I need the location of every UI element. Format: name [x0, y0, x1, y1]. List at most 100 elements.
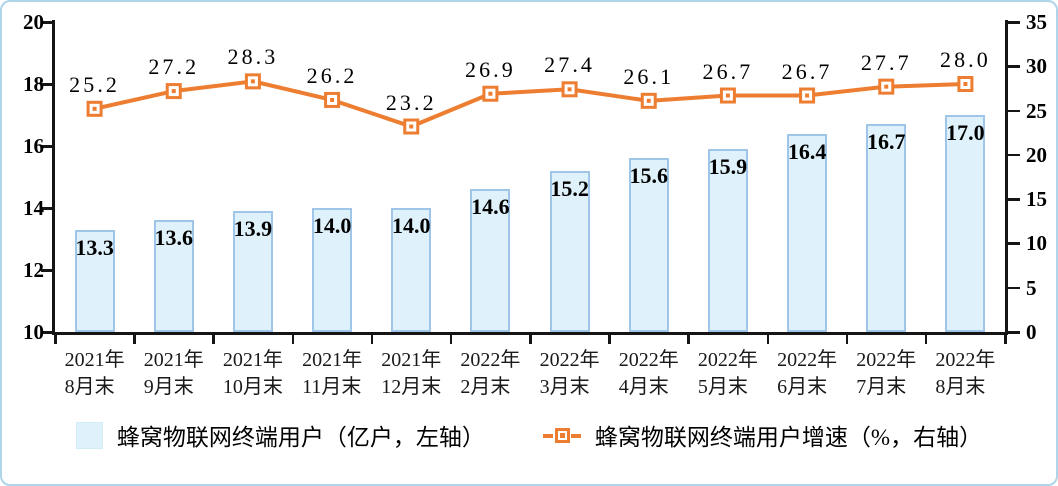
line-value-label: 28.0 — [939, 47, 991, 72]
x-axis-category-text: 2022年 4月末 — [618, 349, 679, 398]
bar-value-label: 16.7 — [867, 129, 906, 155]
x-axis-category-label: 2022年 7月末 — [847, 347, 926, 401]
bar-value-label: 13.3 — [75, 234, 114, 260]
line-point-marker — [957, 76, 974, 92]
bar-value-label: 15.2 — [550, 175, 589, 201]
bar-value-label: 16.4 — [787, 138, 827, 164]
y-axis-left-tick — [41, 145, 53, 148]
line-point-marker — [719, 87, 736, 104]
line-point-marker — [86, 100, 103, 117]
legend-item-bar-series: 蜂窝物联网终端用户（亿户，左轴） — [75, 418, 485, 452]
x-axis-tick — [370, 335, 374, 344]
x-axis-tick — [1004, 335, 1007, 344]
line-point-marker-dot — [884, 84, 889, 89]
bar — [153, 220, 194, 332]
y-axis-left-label: 14 — [23, 196, 44, 220]
line-value-label: 26.1 — [623, 63, 675, 89]
y-axis-right-label: 35 — [1026, 10, 1047, 34]
line-value-label: 26.7 — [781, 58, 833, 84]
x-axis-category-label: 2022年 3月末 — [530, 347, 609, 401]
bar — [232, 211, 273, 332]
x-axis-tick — [291, 335, 294, 344]
x-axis-tick — [54, 335, 57, 344]
bar-value-label: 14.0 — [312, 213, 352, 238]
x-axis-tick — [845, 335, 849, 344]
y-axis-right-label: 25 — [1026, 98, 1047, 123]
bar — [74, 229, 115, 332]
y-axis-left-tick — [41, 83, 53, 86]
legend-item-line-series: 蜂窝物联网终端用户增速（%，右轴） — [542, 418, 983, 452]
x-axis-category-label: 2021年 12月末 — [372, 347, 451, 401]
x-axis-category-text: 2022年 5月末 — [697, 349, 758, 398]
bar — [866, 124, 907, 332]
bar-value-label: 15.9 — [708, 154, 748, 180]
bar — [707, 149, 748, 332]
y-axis-right-label: 20 — [1026, 142, 1047, 167]
y-axis-left-tick — [41, 21, 53, 24]
x-axis-category-text: 2022年 3月末 — [539, 349, 600, 398]
x-axis-category-text: 2021年 12月末 — [381, 349, 442, 398]
x-axis-category-label: 2022年 2月末 — [451, 347, 530, 401]
line-value-label: 23.2 — [385, 89, 437, 115]
x-axis-tick — [212, 335, 215, 344]
line-point-marker — [640, 92, 657, 109]
y-axis-right-label: 30 — [1026, 54, 1047, 79]
x-axis-category-label: 2022年 4月末 — [609, 347, 688, 401]
x-axis-tick — [687, 335, 690, 344]
y-axis-right-label: 10 — [1026, 231, 1047, 256]
line-point-marker — [403, 118, 420, 135]
line-value-label: 26.7 — [702, 58, 754, 84]
x-axis-category-label: 2021年 11月末 — [293, 347, 372, 401]
line-value-label: 27.7 — [860, 49, 912, 75]
x-axis-category-label: 2021年 10月末 — [213, 347, 292, 401]
line-point-marker — [482, 85, 499, 102]
line-segment-left — [542, 433, 553, 438]
x-axis-category-text: 2021年 10月末 — [222, 349, 283, 398]
square-marker-icon — [554, 427, 570, 443]
bar-series-swatch-icon — [75, 421, 103, 449]
y-axis-left-label: 16 — [23, 134, 44, 158]
y-axis-right-tick — [1008, 331, 1020, 334]
line-point-marker — [878, 78, 895, 95]
x-axis-category-text: 2021年 8月末 — [64, 349, 125, 398]
line-point-marker — [799, 87, 816, 104]
y-axis-right-tick — [1008, 65, 1020, 68]
y-axis-left-tick — [41, 331, 53, 334]
line-point-marker — [244, 73, 261, 90]
y-axis-right-tick — [1008, 242, 1020, 245]
line-point-marker-dot — [805, 93, 810, 98]
bar-value-label: 15.6 — [629, 163, 669, 189]
y-axis-right-tick — [1008, 21, 1020, 24]
line-point-marker-dot — [725, 93, 730, 98]
legend: 蜂窝物联网终端用户（亿户，左轴） 蜂窝物联网终端用户增速（%，右轴） — [2, 418, 1056, 452]
bar-value-label: 13.6 — [154, 225, 194, 251]
x-axis-tick — [608, 335, 611, 344]
line-point-marker-dot — [963, 82, 968, 86]
line-point-marker-dot — [92, 106, 97, 111]
y-axis-left-label: 10 — [23, 320, 44, 344]
x-axis — [52, 332, 1008, 335]
bar — [787, 133, 828, 332]
bar — [945, 115, 986, 332]
x-axis-category-text: 2021年 9月末 — [143, 349, 204, 398]
x-axis-category-text: 2021年 11月末 — [302, 349, 363, 398]
y-axis-right-tick — [1008, 153, 1020, 157]
x-axis-category-label: 2021年 8月末 — [55, 347, 134, 401]
line-value-label: 26.2 — [306, 62, 358, 88]
line-value-label: 28.3 — [227, 44, 279, 70]
bar-value-label: 13.9 — [233, 216, 273, 242]
bar — [549, 170, 590, 332]
line-value-label: 25.2 — [69, 71, 120, 97]
bar — [391, 208, 432, 332]
x-axis-tick — [924, 335, 928, 344]
line-point-marker-dot — [488, 91, 493, 96]
y-axis-right-tick — [1008, 109, 1020, 113]
x-axis-category-label: 2022年 6月末 — [768, 347, 847, 401]
line-point-marker-dot — [646, 98, 651, 103]
line-series-label: 蜂窝物联网终端用户增速（%，右轴） — [594, 425, 983, 450]
line-point-marker-dot — [567, 87, 572, 92]
line-point-marker — [165, 83, 182, 100]
growth-line — [94, 79, 966, 129]
